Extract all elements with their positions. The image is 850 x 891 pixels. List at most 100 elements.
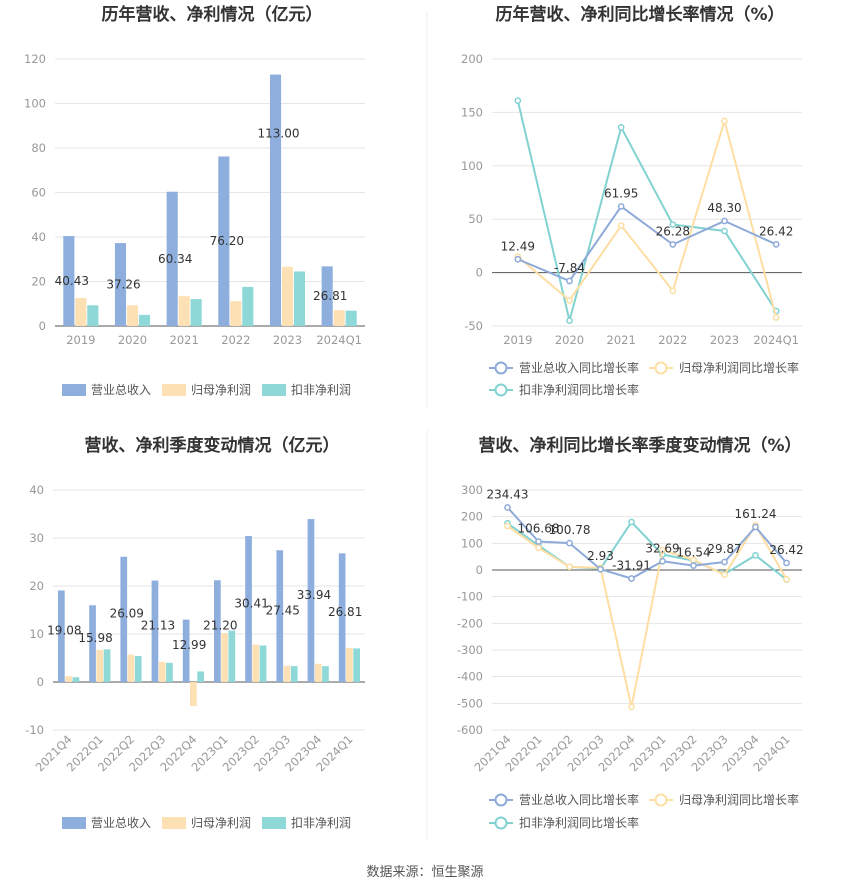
bar-net_profit bbox=[252, 644, 260, 682]
line-data-label: -7.84 bbox=[554, 261, 585, 275]
annual-values-plot: 0 20 40 60 80 100 120 2019 2020 2021 2022 2023 2024Q… bbox=[24, 52, 365, 397]
bar-deducted_profit bbox=[197, 671, 204, 682]
legend-label: 扣非净利润同比增长率 bbox=[519, 815, 639, 830]
y-tick-label: -600 bbox=[457, 723, 483, 737]
y-tick-label: -400 bbox=[457, 670, 483, 684]
series-point bbox=[566, 563, 573, 571]
x-tick-label: 2021 bbox=[607, 333, 636, 347]
y-tick-label: -100 bbox=[457, 590, 483, 604]
legend-label: 归母净利润同比增长率 bbox=[679, 792, 799, 807]
chart-title-quarterly-values: 营收、净利季度变动情况（亿元） bbox=[85, 435, 340, 456]
x-tick-label: 2019 bbox=[66, 333, 95, 347]
y-tick-label: -10 bbox=[25, 723, 44, 737]
bar-net_profit bbox=[65, 676, 72, 682]
series-point bbox=[514, 255, 522, 263]
legend-label: 营业总收入同比增长率 bbox=[519, 360, 639, 375]
bar-deducted_profit bbox=[293, 271, 306, 326]
line-data-label: 234.43 bbox=[487, 487, 529, 501]
bar-data-label: 33.94 bbox=[297, 588, 331, 602]
line-data-label: 48.30 bbox=[707, 201, 741, 215]
bar-deducted_profit bbox=[166, 662, 173, 682]
series-line-revenue_line bbox=[517, 205, 777, 283]
y-tick-label: 200 bbox=[461, 52, 483, 66]
legend-swatch bbox=[62, 384, 86, 396]
series-line-deducted_line bbox=[516, 100, 778, 321]
series-point bbox=[669, 287, 677, 295]
y-tick-label: 60 bbox=[31, 186, 46, 200]
series-point bbox=[783, 559, 790, 567]
line-data-label: 26.42 bbox=[769, 543, 803, 557]
bar-data-label: 21.20 bbox=[203, 618, 237, 632]
y-tick-label: 80 bbox=[31, 141, 46, 155]
series-point bbox=[772, 241, 780, 248]
series-point bbox=[535, 538, 542, 545]
quarterly-values-plot: -100102030402021Q42022Q12022Q22022Q32022… bbox=[25, 483, 365, 830]
bar-deducted_profit bbox=[103, 649, 111, 682]
bar-net_profit bbox=[178, 296, 190, 326]
bar-revenue bbox=[214, 580, 221, 682]
chart-annual-growth: 历年营收、净利同比增长率情况（%） -50 0 50 100 150 200 2019 202… bbox=[461, 4, 802, 397]
series-point bbox=[783, 575, 790, 583]
line-data-label: 106.68 bbox=[518, 522, 560, 536]
y-tick-label: -50 bbox=[464, 319, 483, 333]
series-point bbox=[669, 221, 677, 228]
chart-annual-values: 历年营收、净利情况（亿元） 0 20 40 60 80 100 120 2019 2020 202… bbox=[24, 4, 365, 397]
y-tick-label: 0 bbox=[476, 563, 483, 577]
y-tick-label: 150 bbox=[461, 105, 483, 119]
legend-label: 归母净利润 bbox=[191, 383, 251, 397]
legend-marker bbox=[654, 361, 668, 375]
series-point bbox=[721, 558, 728, 566]
line-data-label: -31.91 bbox=[612, 559, 651, 573]
bar-revenue bbox=[338, 553, 346, 682]
line-data-label: 100.78 bbox=[549, 523, 591, 537]
legend-marker bbox=[654, 793, 668, 807]
bar-net_profit bbox=[221, 633, 228, 682]
bar-net_profit bbox=[96, 649, 104, 682]
x-tick-label: 2020 bbox=[118, 333, 147, 347]
bar-revenue bbox=[63, 236, 75, 326]
bar-revenue bbox=[151, 580, 159, 682]
bar-revenue bbox=[269, 74, 282, 326]
legend-swatch bbox=[162, 384, 186, 396]
y-tick-label: 30 bbox=[29, 531, 44, 545]
bar-net_profit bbox=[190, 682, 197, 706]
bar-data-label: 76.20 bbox=[210, 234, 244, 248]
bar-deducted_profit bbox=[87, 305, 99, 326]
series-point bbox=[721, 217, 728, 225]
bar-deducted_profit bbox=[322, 666, 329, 682]
bar-data-label: 26.81 bbox=[328, 605, 362, 619]
annual-growth-plot: -50 0 50 100 150 200 2019 2020 2021 2022 2023 2024Q… bbox=[461, 52, 802, 397]
series-point bbox=[721, 571, 728, 579]
bar-data-label: 113.00 bbox=[258, 127, 300, 141]
bar-revenue bbox=[276, 550, 284, 682]
x-tick-label: 2019 bbox=[503, 333, 532, 347]
quarterly-growth-plot: -600-500-400-300-200-10001002003002021Q4… bbox=[457, 483, 804, 830]
chart-title-quarterly-growth: 营收、净利同比增长率季度变动情况（%） bbox=[478, 435, 801, 456]
y-tick-label: 40 bbox=[31, 230, 46, 244]
y-tick-label: -300 bbox=[457, 643, 483, 657]
legend-marker bbox=[494, 361, 508, 375]
y-tick-label: 10 bbox=[29, 627, 44, 641]
bar-data-label: 26.09 bbox=[110, 607, 144, 621]
series-point bbox=[504, 522, 511, 530]
line-data-label: 12.49 bbox=[501, 239, 535, 253]
x-tick-label: 2024Q1 bbox=[316, 333, 362, 347]
bar-deducted_profit bbox=[134, 656, 142, 682]
bar-net_profit bbox=[75, 297, 87, 326]
series-point bbox=[566, 297, 573, 304]
data-source-note: 数据来源：恒生聚源 bbox=[366, 865, 483, 880]
x-tick-label: 2024Q1 bbox=[753, 333, 799, 347]
bar-net_profit bbox=[127, 654, 135, 682]
series-point bbox=[514, 97, 522, 105]
line-data-label: 2.93 bbox=[587, 549, 614, 563]
line-data-label: 26.42 bbox=[759, 224, 793, 238]
bar-revenue bbox=[166, 191, 178, 326]
bar-net_profit bbox=[126, 305, 139, 326]
y-tick-label: 0 bbox=[39, 319, 46, 333]
legend-label: 营业总收入 bbox=[91, 816, 151, 830]
legend-marker bbox=[494, 383, 508, 397]
chart-quarterly-values: 营收、净利季度变动情况（亿元） -100102030402021Q42022Q1… bbox=[25, 435, 365, 830]
series-point bbox=[504, 504, 511, 511]
bar-revenue bbox=[307, 519, 315, 682]
